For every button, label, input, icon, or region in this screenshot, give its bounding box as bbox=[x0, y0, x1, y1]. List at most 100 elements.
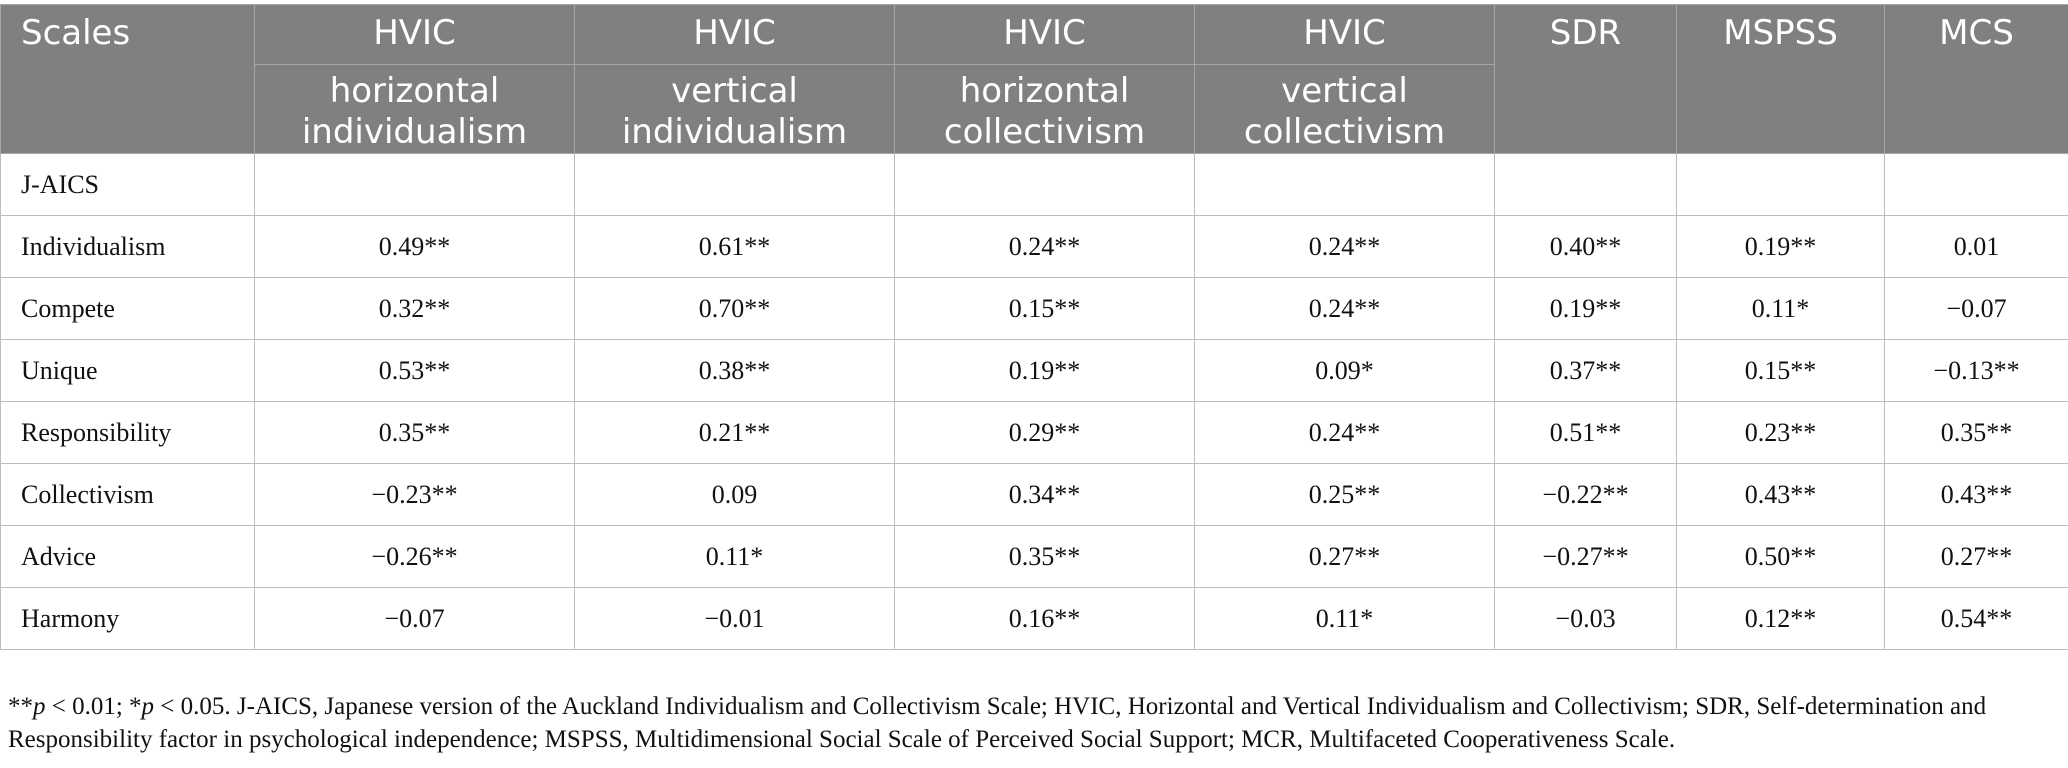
table-cell: 0.11* bbox=[1194, 587, 1495, 650]
table-cell bbox=[1494, 153, 1677, 216]
table-cell: 0.37** bbox=[1494, 339, 1677, 402]
table-row: Responsibility 0.35** 0.21** 0.29** 0.24… bbox=[0, 401, 2068, 464]
table-cell: −0.23** bbox=[254, 463, 575, 526]
subheader-line: horizontal bbox=[959, 71, 1130, 111]
table-row: Individualism 0.49** 0.61** 0.24** 0.24*… bbox=[0, 215, 2068, 278]
table-cell: 0.15** bbox=[894, 277, 1195, 340]
header-hvic-hi: HVIC bbox=[254, 4, 575, 65]
table-cell bbox=[894, 153, 1195, 216]
table-cell: 0.32** bbox=[254, 277, 575, 340]
table-cell: 0.35** bbox=[254, 401, 575, 464]
table-row: Collectivism −0.23** 0.09 0.34** 0.25** … bbox=[0, 463, 2068, 526]
header-mspss: MSPSS bbox=[1676, 4, 1885, 154]
table-cell: 0.40** bbox=[1494, 215, 1677, 278]
table-cell: −0.03 bbox=[1494, 587, 1677, 650]
table-cell: −0.07 bbox=[1884, 277, 2068, 340]
header-scales: Scales bbox=[0, 4, 255, 154]
table-cell: 0.19** bbox=[1494, 277, 1677, 340]
table-cell: 0.27** bbox=[1194, 525, 1495, 588]
table-cell: 0.53** bbox=[254, 339, 575, 402]
table-cell: 0.35** bbox=[1884, 401, 2068, 464]
table-cell: 0.34** bbox=[894, 463, 1195, 526]
header-mcs: MCS bbox=[1884, 4, 2068, 154]
table-header: Scales HVIC HVIC HVIC HVIC SDR MSPSS MCS… bbox=[0, 4, 2068, 154]
table-row: Harmony −0.07 −0.01 0.16** 0.11* −0.03 0… bbox=[0, 587, 2068, 650]
table-cell bbox=[1194, 153, 1495, 216]
correlation-table: Scales HVIC HVIC HVIC HVIC SDR MSPSS MCS… bbox=[0, 4, 2068, 650]
table-footnote: **p < 0.01; *p < 0.05. J-AICS, Japanese … bbox=[8, 690, 2060, 756]
subheader-line: individualism bbox=[301, 112, 528, 152]
table-cell: −0.07 bbox=[254, 587, 575, 650]
table-cell: 0.19** bbox=[894, 339, 1195, 402]
subheader-horizontal-individualism: horizontal individualism bbox=[254, 64, 575, 154]
table-cell: 0.09 bbox=[574, 463, 895, 526]
header-hvic-hc: HVIC bbox=[894, 4, 1195, 65]
table-cell: 0.51** bbox=[1494, 401, 1677, 464]
table-cell: 0.12** bbox=[1676, 587, 1885, 650]
row-label: Harmony bbox=[0, 587, 255, 650]
table-cell: 0.29** bbox=[894, 401, 1195, 464]
header-sdr: SDR bbox=[1494, 4, 1677, 154]
table-cell: 0.01 bbox=[1884, 215, 2068, 278]
table-row: Advice −0.26** 0.11* 0.35** 0.27** −0.27… bbox=[0, 525, 2068, 588]
subheader-horizontal-collectivism: horizontal collectivism bbox=[894, 64, 1195, 154]
table-cell: −0.27** bbox=[1494, 525, 1677, 588]
table-row: J-AICS bbox=[0, 153, 2068, 216]
header-hvic-vc: HVIC bbox=[1194, 4, 1495, 65]
row-label: Advice bbox=[0, 525, 255, 588]
header-hvic-vi: HVIC bbox=[574, 4, 895, 65]
subheader-line: collectivism bbox=[943, 112, 1146, 152]
table-cell: 0.49** bbox=[254, 215, 575, 278]
table-cell: 0.43** bbox=[1676, 463, 1885, 526]
row-label: Individualism bbox=[0, 215, 255, 278]
table-cell: 0.35** bbox=[894, 525, 1195, 588]
table-cell: 0.24** bbox=[1194, 401, 1495, 464]
table-row: Compete 0.32** 0.70** 0.15** 0.24** 0.19… bbox=[0, 277, 2068, 340]
table-cell: 0.23** bbox=[1676, 401, 1885, 464]
table-row: Unique 0.53** 0.38** 0.19** 0.09* 0.37**… bbox=[0, 339, 2068, 402]
table-cell: 0.21** bbox=[574, 401, 895, 464]
footnote-p-symbol: p bbox=[141, 693, 155, 720]
table-cell: 0.11* bbox=[574, 525, 895, 588]
table-cell: 0.24** bbox=[894, 215, 1195, 278]
table-cell: 0.70** bbox=[574, 277, 895, 340]
row-label: Responsibility bbox=[0, 401, 255, 464]
subheader-vertical-collectivism: vertical collectivism bbox=[1194, 64, 1495, 154]
header-row: Scales HVIC HVIC HVIC HVIC SDR MSPSS MCS bbox=[0, 4, 2068, 154]
table-cell: 0.43** bbox=[1884, 463, 2068, 526]
table-cell bbox=[1884, 153, 2068, 216]
footnote-star: * bbox=[129, 693, 142, 720]
subheader-row: horizontal individualism vertical indivi… bbox=[1, 64, 2068, 154]
footnote-stars: ** bbox=[8, 693, 33, 720]
table-cell: 0.09* bbox=[1194, 339, 1495, 402]
table-cell: 0.24** bbox=[1194, 277, 1495, 340]
row-label: Unique bbox=[0, 339, 255, 402]
subheader-vertical-individualism: vertical individualism bbox=[574, 64, 895, 154]
table-cell: 0.16** bbox=[894, 587, 1195, 650]
subheader-line: vertical bbox=[1281, 71, 1408, 111]
table-cell: −0.26** bbox=[254, 525, 575, 588]
table-cell bbox=[1676, 153, 1885, 216]
table-cell: 0.38** bbox=[574, 339, 895, 402]
table-cell: 0.61** bbox=[574, 215, 895, 278]
table-cell: −0.13** bbox=[1884, 339, 2068, 402]
table-cell: −0.01 bbox=[574, 587, 895, 650]
table-cell: −0.22** bbox=[1494, 463, 1677, 526]
table-cell: 0.24** bbox=[1194, 215, 1495, 278]
table-cell bbox=[254, 153, 575, 216]
row-label: J-AICS bbox=[0, 153, 255, 216]
table-body: J-AICS Individualism 0.49** 0.61** 0.24*… bbox=[0, 153, 2068, 650]
table-cell: 0.27** bbox=[1884, 525, 2068, 588]
table-cell: 0.11* bbox=[1676, 277, 1885, 340]
table-cell: 0.15** bbox=[1676, 339, 1885, 402]
table-cell: 0.50** bbox=[1676, 525, 1885, 588]
subheader-line: collectivism bbox=[1243, 112, 1446, 152]
footnote-text: < 0.05. J-AICS, Japanese version of the … bbox=[8, 693, 1987, 753]
subheader-line: individualism bbox=[621, 112, 848, 152]
table-cell: 0.25** bbox=[1194, 463, 1495, 526]
table-cell: 0.54** bbox=[1884, 587, 2068, 650]
footnote-p-symbol: p bbox=[33, 693, 46, 720]
table-cell: 0.19** bbox=[1676, 215, 1885, 278]
subheader-line: vertical bbox=[671, 71, 798, 111]
row-label: Collectivism bbox=[0, 463, 255, 526]
